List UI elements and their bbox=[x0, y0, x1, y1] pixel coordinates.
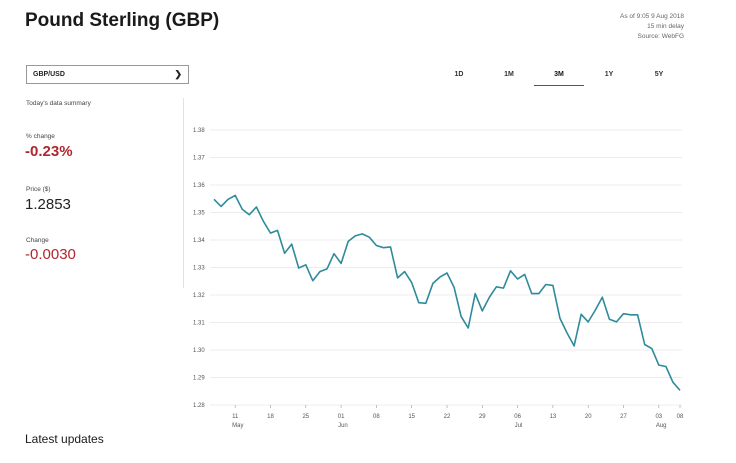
x-tick-label: 13 bbox=[550, 414, 557, 420]
x-tick-label: 22 bbox=[444, 414, 451, 420]
x-tick-label: 15 bbox=[408, 414, 415, 420]
quote-meta: As of 9:05 9 Aug 2018 15 min delay Sourc… bbox=[620, 12, 684, 42]
tab-5y[interactable]: 5Y bbox=[654, 71, 664, 78]
as-of-timestamp: As of 9:05 9 Aug 2018 bbox=[620, 13, 684, 20]
y-tick-label: 1.37 bbox=[193, 156, 205, 162]
tab-1y[interactable]: 1Y bbox=[604, 71, 614, 78]
latest-updates-heading: Latest updates bbox=[25, 432, 104, 446]
price-value: 1.2853 bbox=[25, 196, 71, 213]
change-value: -0.0030 bbox=[25, 246, 76, 263]
currency-pair-value: GBP/USD bbox=[33, 71, 65, 78]
tab-3m[interactable]: 3M bbox=[534, 68, 584, 86]
x-tick-label: 08 bbox=[677, 414, 684, 420]
x-month-label: Jul bbox=[515, 423, 523, 429]
y-tick-label: 1.36 bbox=[193, 183, 205, 189]
x-tick-label: 29 bbox=[479, 414, 486, 420]
summary-divider bbox=[183, 98, 184, 288]
y-tick-label: 1.34 bbox=[193, 238, 205, 244]
price-series-line bbox=[213, 194, 681, 391]
x-month-label: May bbox=[232, 423, 243, 429]
tab-1m[interactable]: 1M bbox=[504, 71, 514, 78]
y-tick-label: 1.32 bbox=[193, 293, 205, 299]
y-tick-label: 1.29 bbox=[193, 376, 205, 382]
y-tick-label: 1.35 bbox=[193, 211, 205, 217]
page-title: Pound Sterling (GBP) bbox=[25, 10, 220, 31]
x-tick-label: 08 bbox=[373, 414, 380, 420]
x-tick-label: 27 bbox=[620, 414, 627, 420]
pct-change-label: % change bbox=[26, 133, 55, 140]
currency-pair-select[interactable]: GBP/USD ❯ bbox=[26, 65, 189, 84]
x-tick-label: 06 bbox=[514, 414, 521, 420]
change-label: Change bbox=[26, 237, 49, 244]
source-note: Source: WebFG bbox=[637, 33, 684, 40]
x-tick-label: 20 bbox=[585, 414, 592, 420]
x-tick-label: 25 bbox=[302, 414, 309, 420]
y-tick-label: 1.31 bbox=[193, 321, 205, 327]
pct-change-value: -0.23% bbox=[25, 143, 73, 160]
x-tick-label: 18 bbox=[267, 414, 274, 420]
y-tick-label: 1.28 bbox=[193, 403, 205, 409]
x-tick-label: 03 bbox=[655, 414, 662, 420]
chevron-down-icon: ❯ bbox=[174, 69, 182, 79]
y-tick-label: 1.30 bbox=[193, 348, 205, 354]
time-range-tabs: 1D 1M 3M 1Y 5Y bbox=[434, 68, 684, 89]
price-label: Price ($) bbox=[26, 186, 51, 193]
x-month-label: Aug bbox=[656, 423, 667, 429]
x-month-label: Jun bbox=[338, 423, 348, 429]
x-tick-label: 01 bbox=[338, 414, 345, 420]
tab-1d[interactable]: 1D bbox=[454, 71, 464, 78]
y-tick-label: 1.33 bbox=[193, 266, 205, 272]
x-tick-label: 11 bbox=[232, 414, 239, 420]
delay-note: 15 min delay bbox=[647, 23, 684, 30]
y-tick-label: 1.38 bbox=[193, 128, 205, 134]
summary-heading: Today's data summary bbox=[26, 100, 91, 107]
